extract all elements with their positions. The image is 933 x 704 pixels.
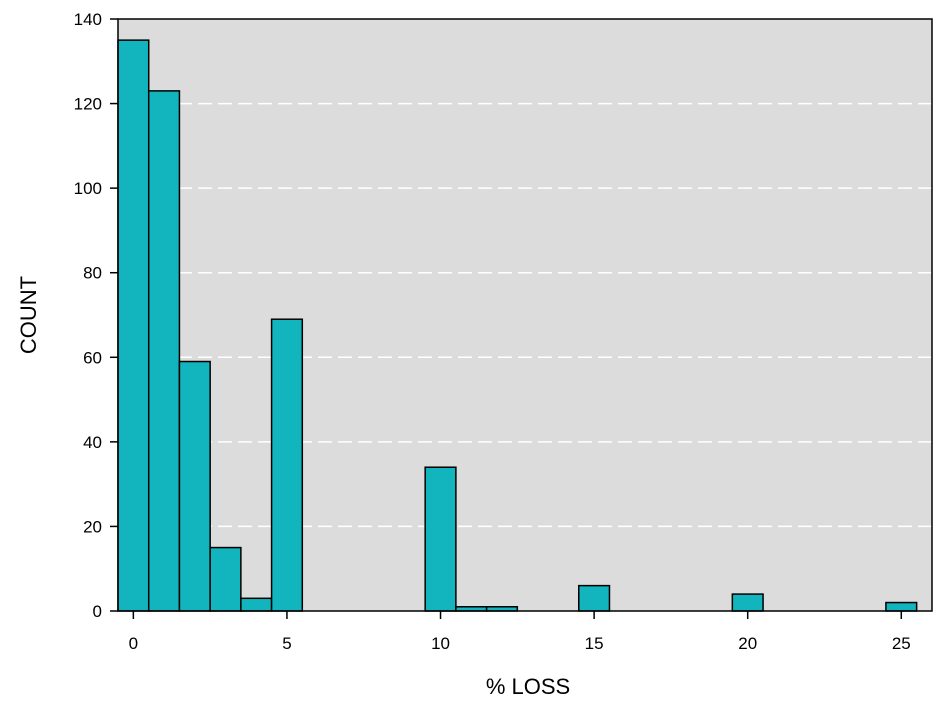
x-tick-label: 5 xyxy=(282,634,291,653)
bar xyxy=(178,360,211,612)
x-axis-title: % LOSS xyxy=(486,674,570,699)
x-tick-label: 0 xyxy=(129,634,138,653)
x-tick-label: 10 xyxy=(431,634,450,653)
x-axis: 0 5 10 15 20 25 xyxy=(129,611,911,653)
y-tick-label: 20 xyxy=(83,517,102,536)
gridlines xyxy=(118,102,932,528)
bar xyxy=(240,597,273,612)
bar xyxy=(270,318,304,612)
y-tick-label: 40 xyxy=(83,433,102,452)
bar xyxy=(578,584,611,612)
x-tick-label: 20 xyxy=(738,634,757,653)
x-tick-label: 15 xyxy=(585,634,604,653)
y-tick-label: 140 xyxy=(74,10,102,29)
x-tick-label: 25 xyxy=(892,634,911,653)
y-axis: 0 20 40 60 80 100 120 140 xyxy=(74,10,118,621)
y-tick-label: 0 xyxy=(93,602,102,621)
y-tick-label: 100 xyxy=(74,179,102,198)
plot-frame xyxy=(117,18,933,612)
bar xyxy=(885,601,918,612)
bar xyxy=(424,466,457,612)
bar xyxy=(209,546,242,612)
y-axis-title: COUNT xyxy=(16,276,41,354)
bar xyxy=(117,39,150,612)
bar xyxy=(731,593,764,612)
y-tick-label: 60 xyxy=(83,348,102,367)
bar xyxy=(147,90,181,612)
y-tick-label: 120 xyxy=(74,95,102,114)
y-tick-label: 80 xyxy=(83,264,102,283)
plot-background xyxy=(118,19,932,611)
